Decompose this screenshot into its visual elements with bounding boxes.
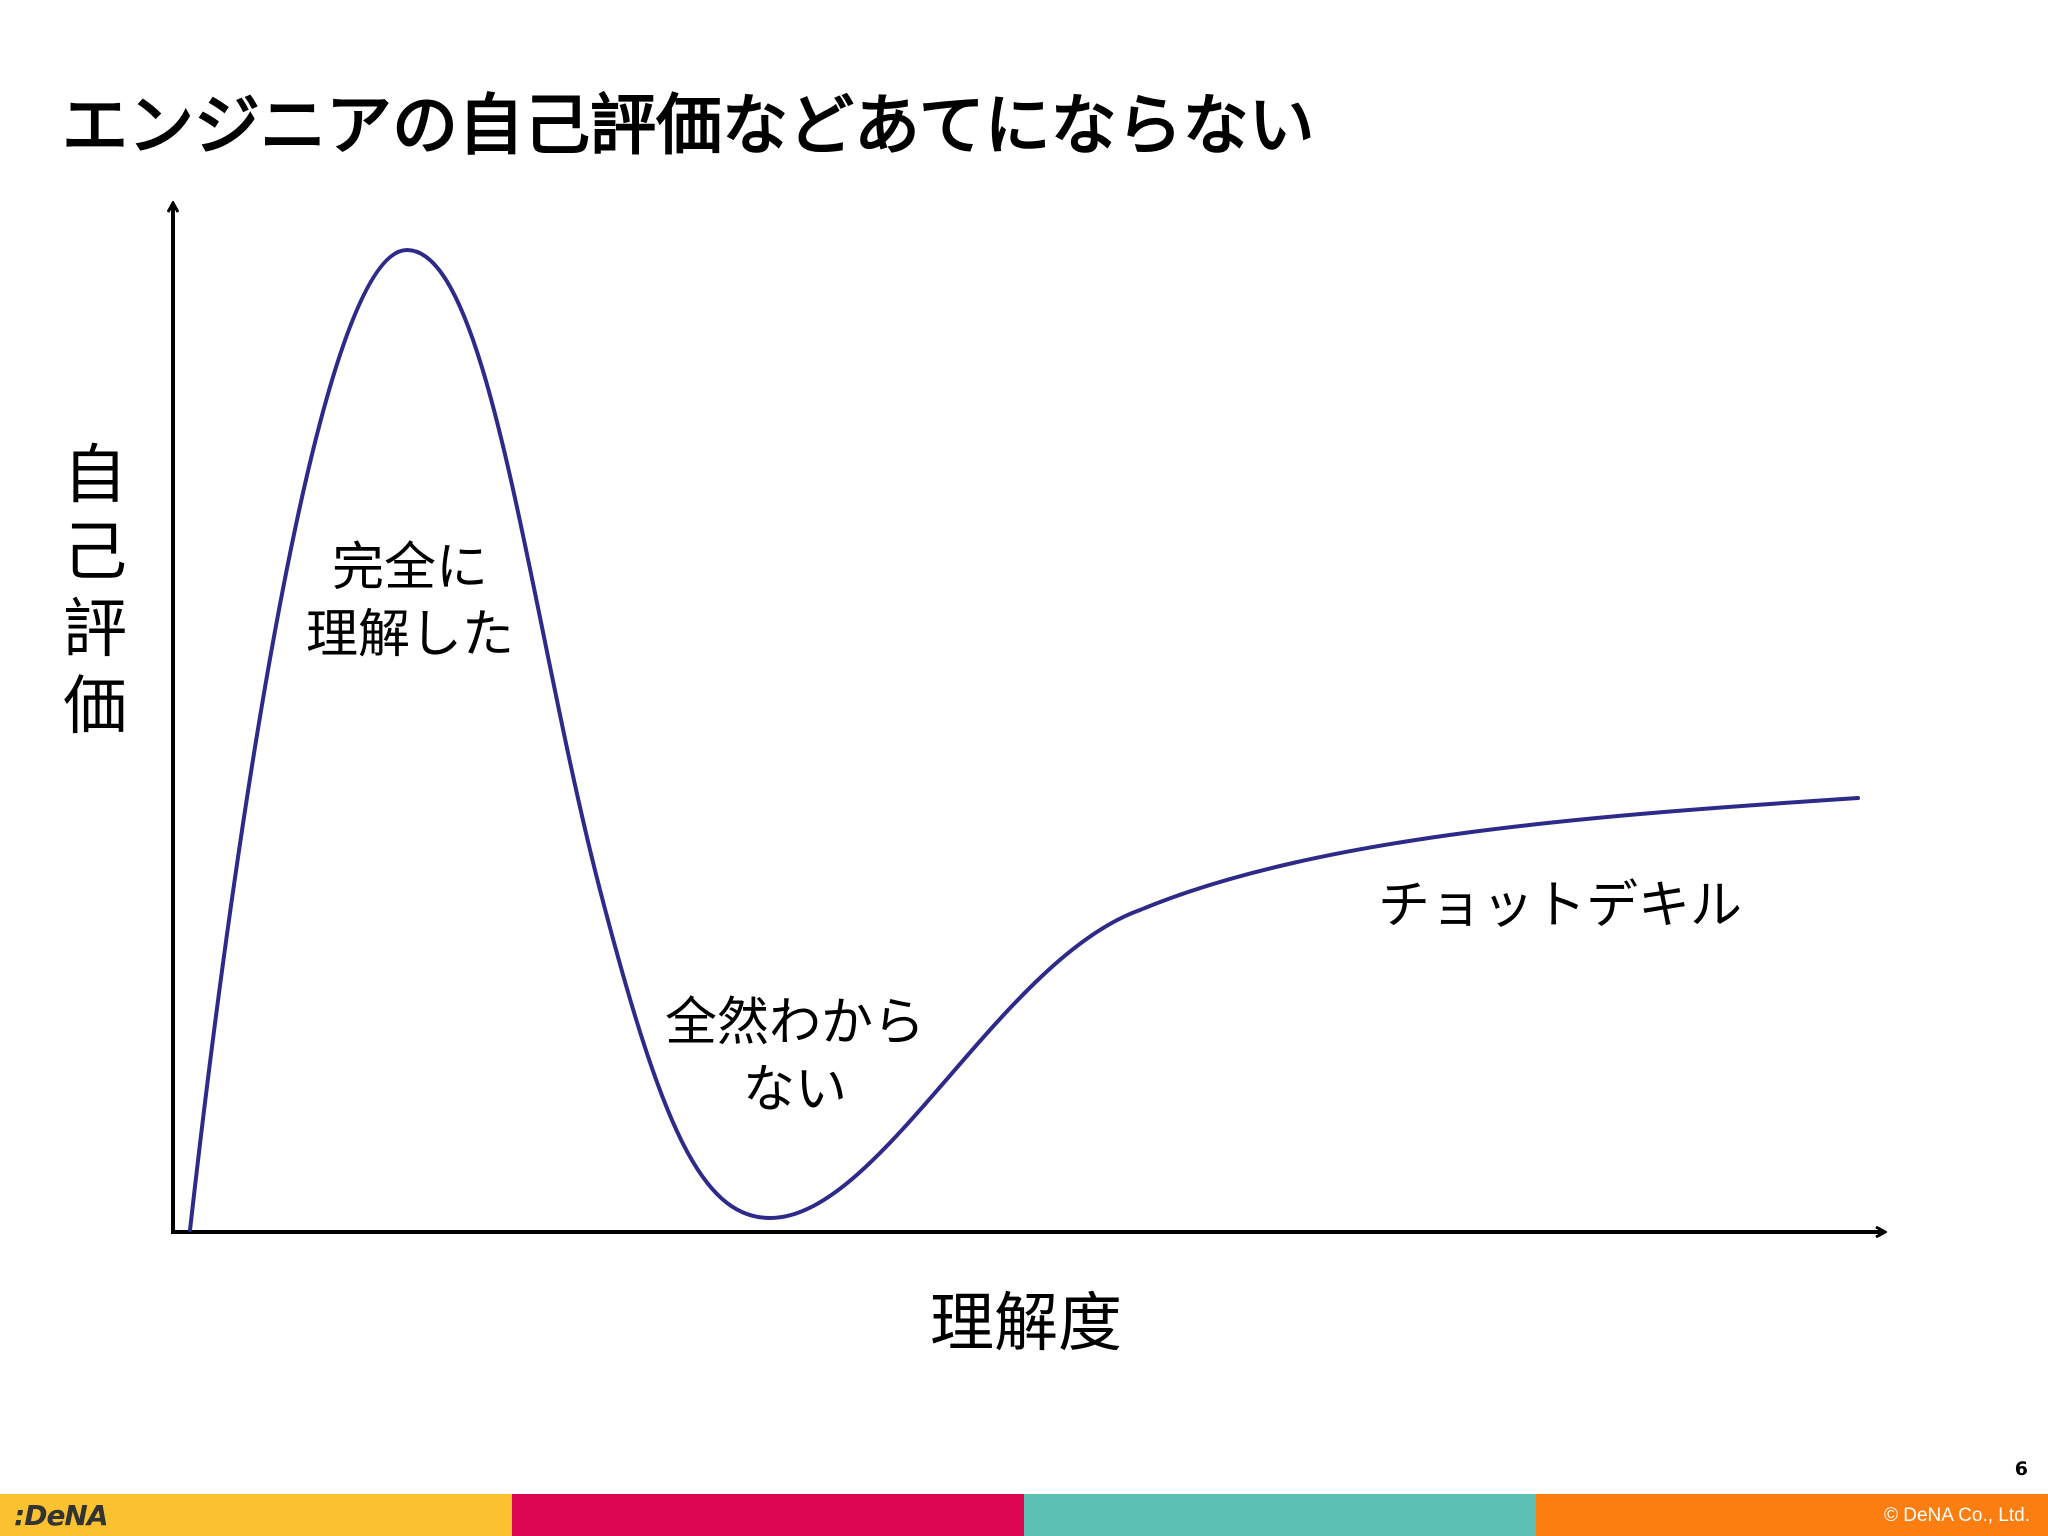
- annotation-peak: 完全に 理解した: [305, 538, 514, 665]
- slide-title: エンジニアの自己評価などあてにならない: [62, 87, 1315, 164]
- footer-segment-orange: [1536, 1494, 2048, 1536]
- annotation-trough: 全然わから ない: [664, 993, 925, 1120]
- copyright-notice: © DeNA Co., Ltd.: [1883, 1505, 2030, 1526]
- y-axis-label: 自 己 評 価: [63, 439, 127, 744]
- annotation-plateau: チョットデキル: [1377, 876, 1742, 936]
- x-axis-label: 理解度: [930, 1287, 1122, 1361]
- self-assessment-curve: [188, 247, 1860, 1232]
- footer-segment-magenta: [512, 1494, 1024, 1536]
- page-number: 6: [2014, 1458, 2028, 1480]
- footer-color-bar: [0, 1494, 2048, 1536]
- footer-segment-teal: [1024, 1494, 1536, 1536]
- dena-logo: :DeNA: [14, 1499, 109, 1532]
- footer-segment-yellow: [0, 1494, 512, 1536]
